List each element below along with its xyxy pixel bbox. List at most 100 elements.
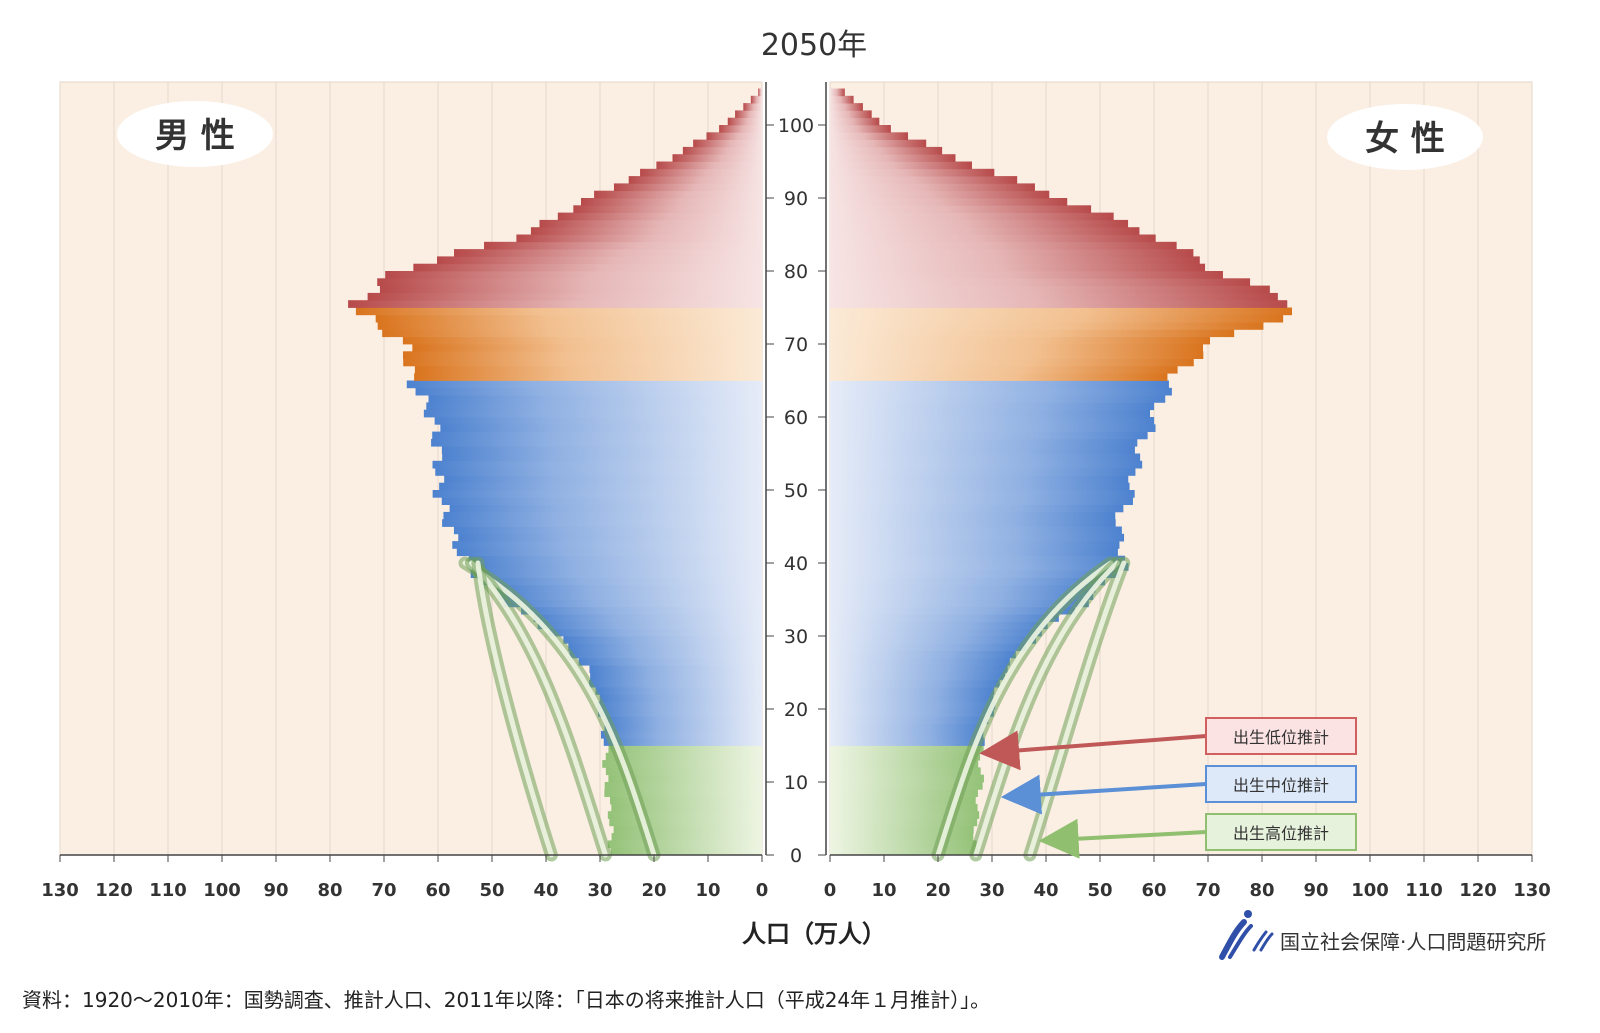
male-bar — [537, 621, 762, 630]
male-bar — [628, 176, 762, 184]
x-tick-label: 40 — [533, 880, 558, 901]
age-tick-label: 0 — [790, 845, 802, 867]
female-bar — [830, 789, 978, 797]
x-tick-label: 70 — [1195, 880, 1220, 901]
male-bar — [602, 760, 762, 768]
female-bar — [830, 110, 872, 119]
x-tick-label: 60 — [425, 880, 450, 901]
male-bar — [539, 219, 762, 228]
male-bar — [605, 767, 762, 776]
male-bar — [568, 643, 762, 651]
male-bar — [452, 541, 762, 549]
male-bar — [402, 351, 762, 359]
female-label: 女 性 — [1365, 119, 1445, 159]
x-tick-label: 20 — [641, 880, 666, 901]
female-projection-curve-highlight — [935, 560, 1114, 858]
male-bar — [608, 774, 762, 783]
male-bar — [432, 431, 762, 440]
female-bar — [830, 117, 880, 126]
x-tick-labels: 130 120 110 100 90 80 70 60 50 40 30 20 10 0 0 10 20 30 40… — [41, 855, 1551, 901]
male-bar — [367, 292, 762, 301]
x-tick-label: 90 — [263, 880, 288, 901]
male-bar — [442, 453, 762, 462]
male-bar — [440, 424, 762, 432]
annotation-label: 出生高位推計 — [1233, 824, 1329, 843]
male-bar — [414, 365, 762, 374]
male-bar — [578, 657, 762, 666]
x-tick-label: 60 — [1141, 880, 1166, 901]
age-tick-label: 90 — [784, 188, 808, 210]
female-bar — [830, 628, 1042, 637]
female-bar — [830, 205, 1092, 213]
female-bar — [830, 190, 1050, 199]
institute-logo — [1219, 910, 1274, 960]
female-bar — [830, 256, 1200, 265]
female-bar — [830, 336, 1211, 345]
female-bar — [830, 577, 1105, 586]
female-bar — [830, 818, 978, 827]
female-projection-curve-highlight — [973, 560, 1120, 858]
male-bar — [610, 847, 762, 856]
age-tick-label: 50 — [784, 480, 808, 502]
male-bar — [609, 818, 762, 827]
female-bar — [830, 234, 1156, 243]
male-bar — [379, 285, 762, 294]
annotation-box — [1205, 765, 1357, 803]
male-bar — [432, 490, 762, 498]
age-tick-label: 100 — [778, 115, 814, 137]
male-bar — [735, 110, 762, 119]
female-bar — [830, 88, 845, 97]
female-bar — [830, 482, 1130, 491]
female-bar — [830, 738, 985, 746]
x-tick-label: 100 — [203, 880, 241, 901]
male-bar — [444, 475, 762, 484]
female-bar — [830, 519, 1116, 527]
x-tick-label: 30 — [979, 880, 1004, 901]
male-bar — [423, 409, 762, 418]
annotation-arrow — [1000, 774, 1207, 815]
institute-name: 国立社会保障·人口問題研究所 — [1280, 930, 1546, 954]
female-bar — [830, 278, 1251, 286]
x-tick-label: 80 — [1249, 880, 1274, 901]
female-bar — [830, 373, 1168, 381]
male-bar — [385, 271, 762, 279]
annotation-arrow — [1038, 818, 1207, 859]
female-bar — [830, 460, 1143, 469]
female-bar — [830, 417, 1155, 425]
male-bar — [610, 796, 762, 805]
male-bar — [597, 701, 762, 710]
female-bar — [830, 833, 974, 841]
male-bar — [375, 314, 762, 323]
female-bar — [830, 526, 1122, 535]
male-bar — [413, 263, 762, 272]
male-bar — [456, 548, 762, 557]
male-bar — [548, 628, 762, 637]
female-bar — [830, 621, 1048, 630]
x-tick-label: 10 — [695, 880, 720, 901]
female-bar — [830, 701, 996, 710]
male-bar — [484, 241, 762, 250]
female-bar — [830, 380, 1169, 389]
male-bar — [613, 183, 762, 192]
annotation-box — [1205, 813, 1357, 851]
male-bar — [498, 592, 762, 600]
male-bar — [449, 504, 762, 513]
male-bar — [613, 825, 762, 834]
male-bar — [426, 402, 762, 411]
male-bar — [355, 307, 762, 316]
age-tick-label: 70 — [784, 334, 808, 356]
annotation-label: 出生中位推計 — [1233, 776, 1329, 795]
female-bar — [830, 533, 1125, 542]
male-bar — [414, 373, 762, 381]
male-bar — [516, 234, 762, 243]
female-projection-curve-highlight — [1027, 560, 1127, 858]
male-bar — [595, 687, 762, 695]
age-tick-label: 40 — [784, 553, 808, 575]
male-bar — [453, 526, 762, 535]
female-bar — [830, 446, 1135, 454]
male-bar — [402, 336, 762, 345]
female-bar — [830, 125, 891, 133]
female-bar — [830, 292, 1278, 301]
male-label: 男 性 — [155, 116, 235, 156]
x-tick-label: 50 — [1087, 880, 1112, 901]
